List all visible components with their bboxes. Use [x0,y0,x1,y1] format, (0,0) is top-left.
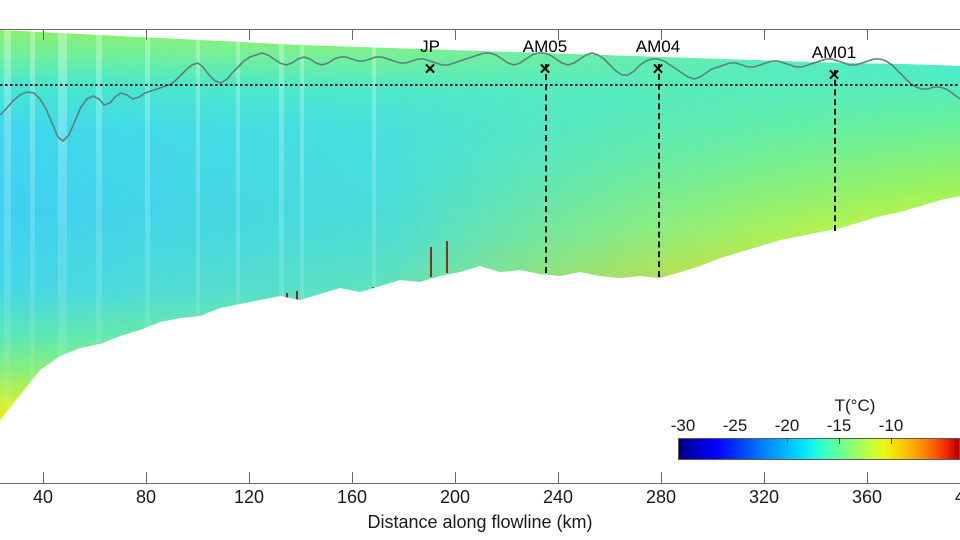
ice-temperature-field [0,30,960,420]
colorbar-label--15: -15 [826,416,852,435]
tick-top-120 [249,30,250,40]
station-label-am01: AM01 [811,43,857,62]
station-dash-am01 [834,70,836,231]
station-label-am04: AM04 [635,37,681,56]
surface-profile-trace [0,52,960,143]
tick-label-120: 120 [233,487,265,507]
tick-top-240 [558,30,559,40]
station-marker-jp: ✕ [423,61,437,78]
tick-bottom-320 [764,472,765,483]
tick-label-200: 200 [439,487,471,507]
x-axis-label: Distance along flowline (km) [367,512,593,532]
tick-label-360: 360 [851,487,883,507]
tick-top-320 [764,30,765,40]
colorbar-tick--20 [787,438,788,444]
tick-bottom-200 [455,472,456,483]
tick-top-200 [455,30,456,40]
tick-bottom-280 [661,472,662,483]
colorbar-tick--15 [839,438,840,444]
tick-bottom-120 [249,472,250,483]
colorbar-label--20: -20 [774,416,800,435]
tick-top-40 [43,30,44,40]
tick-bottom-80 [146,472,147,483]
cross-section-plot [0,29,960,483]
station-marker-am04: ✕ [651,61,665,78]
tick-label-40: 40 [32,487,54,507]
tick-label-80: 80 [135,487,157,507]
colorbar-tick--25 [735,438,736,444]
colorbar-label--10: -10 [878,416,904,435]
station-dash-am05 [545,64,547,273]
colorbar-title: T(°C) [834,396,876,415]
colorbar-label--25: -25 [722,416,748,435]
station-marker-am01: ✕ [827,67,841,84]
colorbar-gradient [678,438,960,460]
tick-top-80 [146,30,147,40]
axis-line-bottom [0,483,960,484]
colorbar-tick--10 [891,438,892,444]
tick-label-240: 240 [542,487,574,507]
station-label-jp: JP [420,37,440,56]
colorbar-label--30: -30 [670,416,696,435]
tick-top-360 [867,30,868,40]
tick-label-160: 160 [336,487,368,507]
tick-top-160 [352,30,353,40]
station-marker-am05: ✕ [538,61,552,78]
colorbar[interactable] [678,438,960,460]
ice-body [0,30,960,420]
tick-bottom-40 [43,472,44,483]
column-artifacts [4,30,376,420]
tick-label-320: 320 [748,487,780,507]
tick-label-400: 400 [954,487,960,507]
axis-line-top [0,29,960,30]
station-dash-am04 [658,64,660,277]
tick-label-280: 280 [645,487,677,507]
tick-bottom-360 [867,472,868,483]
tick-top-280 [661,30,662,40]
station-label-am05: AM05 [522,37,568,56]
tick-bottom-160 [352,472,353,483]
tick-bottom-240 [558,472,559,483]
